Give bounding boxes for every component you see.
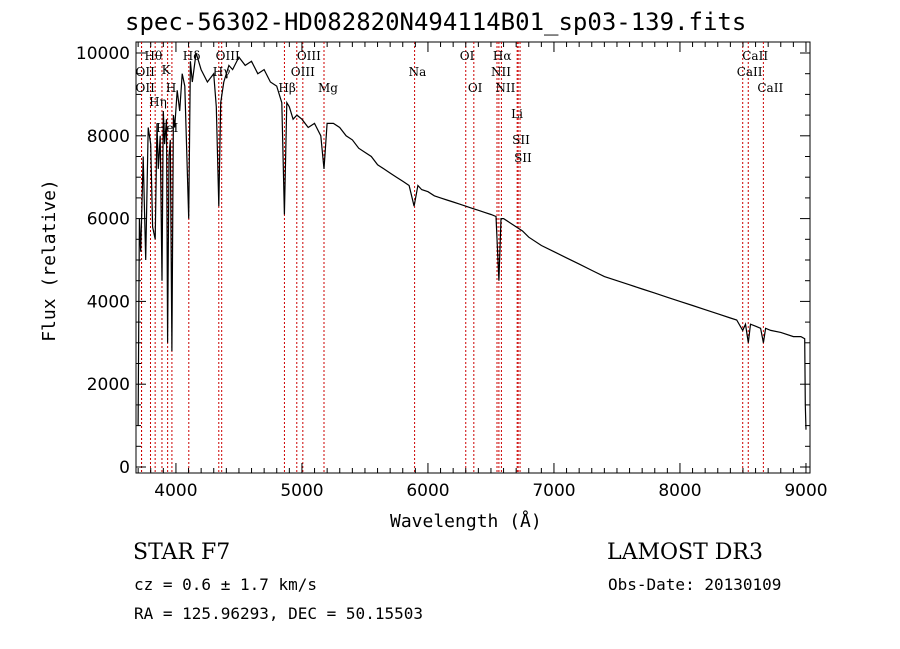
plot-frame	[135, 41, 811, 474]
spectral-line-label: Hθ	[144, 49, 162, 63]
y-tick-label: 10000	[76, 44, 130, 64]
spectral-line-label: CaII	[742, 49, 768, 63]
spectral-line-label: OI	[468, 81, 483, 95]
x-tick-label: 7000	[532, 481, 575, 501]
spectral-line-label: OIII	[216, 49, 240, 63]
y-tick-label: 6000	[87, 210, 130, 230]
x-axis-label: Wavelength (Å)	[390, 511, 542, 532]
spectral-line-label: NII	[491, 65, 511, 79]
spectral-line-label: Hα	[493, 49, 512, 63]
spectral-line-label: OII	[136, 65, 156, 79]
spectral-line-label: SII	[514, 151, 532, 165]
y-axis-label: Flux (relative)	[38, 179, 60, 342]
y-tick-label: 2000	[87, 375, 130, 395]
x-tick-label: 9000	[784, 481, 827, 501]
spectral-line-label: Li	[511, 107, 523, 121]
spectral-line-label: OIII	[297, 49, 321, 63]
spectral-line-label: Hη	[149, 95, 167, 109]
redshift-info: cz = 0.6 ± 1.7 km/s	[134, 575, 318, 594]
observation-date: Obs-Date: 20130109	[608, 575, 782, 594]
spectral-line-label: NII	[495, 81, 515, 95]
spectral-line-label: Mg	[318, 81, 338, 95]
object-class: STAR F7	[133, 540, 231, 565]
chart-title: spec-56302-HD082820N494114B01_sp03-139.f…	[125, 8, 747, 36]
spectral-line-label: SII	[512, 133, 530, 147]
spectral-line-label: Na	[409, 65, 427, 79]
x-tick-label: 4000	[154, 481, 197, 501]
x-tick-label: 8000	[658, 481, 701, 501]
coordinates-info: RA = 125.96293, DEC = 50.15503	[134, 604, 423, 623]
spectral-line-label: OII	[136, 81, 156, 95]
spectral-line-label: OIII	[291, 65, 315, 79]
x-tick-label: 5000	[280, 481, 323, 501]
spectral-line-label: CaII	[737, 65, 763, 79]
spectrum-line	[137, 52, 807, 430]
spectral-line-label: OI	[460, 49, 475, 63]
y-tick-label: 4000	[87, 292, 130, 312]
y-tick-label: 8000	[87, 127, 130, 147]
x-tick-label: 6000	[406, 481, 449, 501]
spectral-line-label: CaII	[757, 81, 783, 95]
spectral-line-label: H	[166, 81, 176, 95]
spectral-line-label: Hδ	[183, 49, 201, 63]
survey-name: LAMOST DR3	[607, 540, 763, 565]
spectral-line-label: K	[162, 63, 172, 77]
y-tick-label: 0	[119, 458, 130, 478]
spectral-line-label: Hβ	[278, 81, 295, 95]
